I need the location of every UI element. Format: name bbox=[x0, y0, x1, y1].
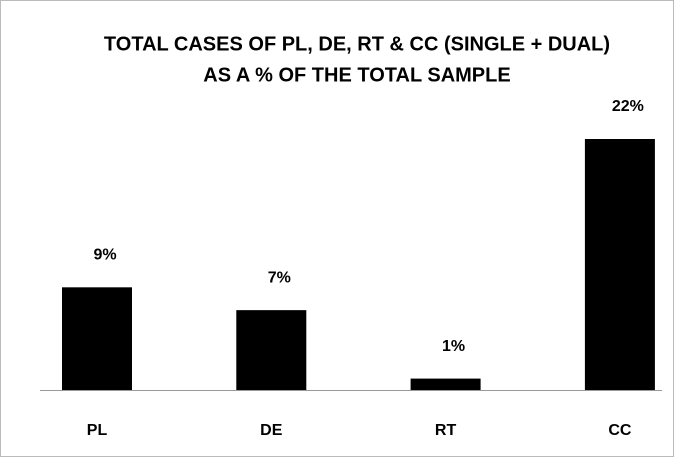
bar bbox=[62, 287, 132, 390]
chart-title: AS A % OF THE TOTAL SAMPLE bbox=[203, 64, 510, 86]
bar bbox=[236, 310, 307, 390]
x-tick-label: PL bbox=[87, 422, 108, 439]
x-tick-label: DE bbox=[260, 422, 283, 439]
chart-title: TOTAL CASES OF PL, DE, RT & CC (SINGLE +… bbox=[104, 33, 610, 55]
value-label: 7% bbox=[268, 269, 291, 286]
x-tick-label: CC bbox=[608, 422, 632, 439]
bar bbox=[584, 139, 655, 390]
value-label: 22% bbox=[612, 98, 644, 115]
bar bbox=[410, 378, 481, 390]
x-tick-label: RT bbox=[435, 422, 457, 439]
value-label: 9% bbox=[93, 247, 116, 264]
value-label: 1% bbox=[442, 338, 465, 355]
